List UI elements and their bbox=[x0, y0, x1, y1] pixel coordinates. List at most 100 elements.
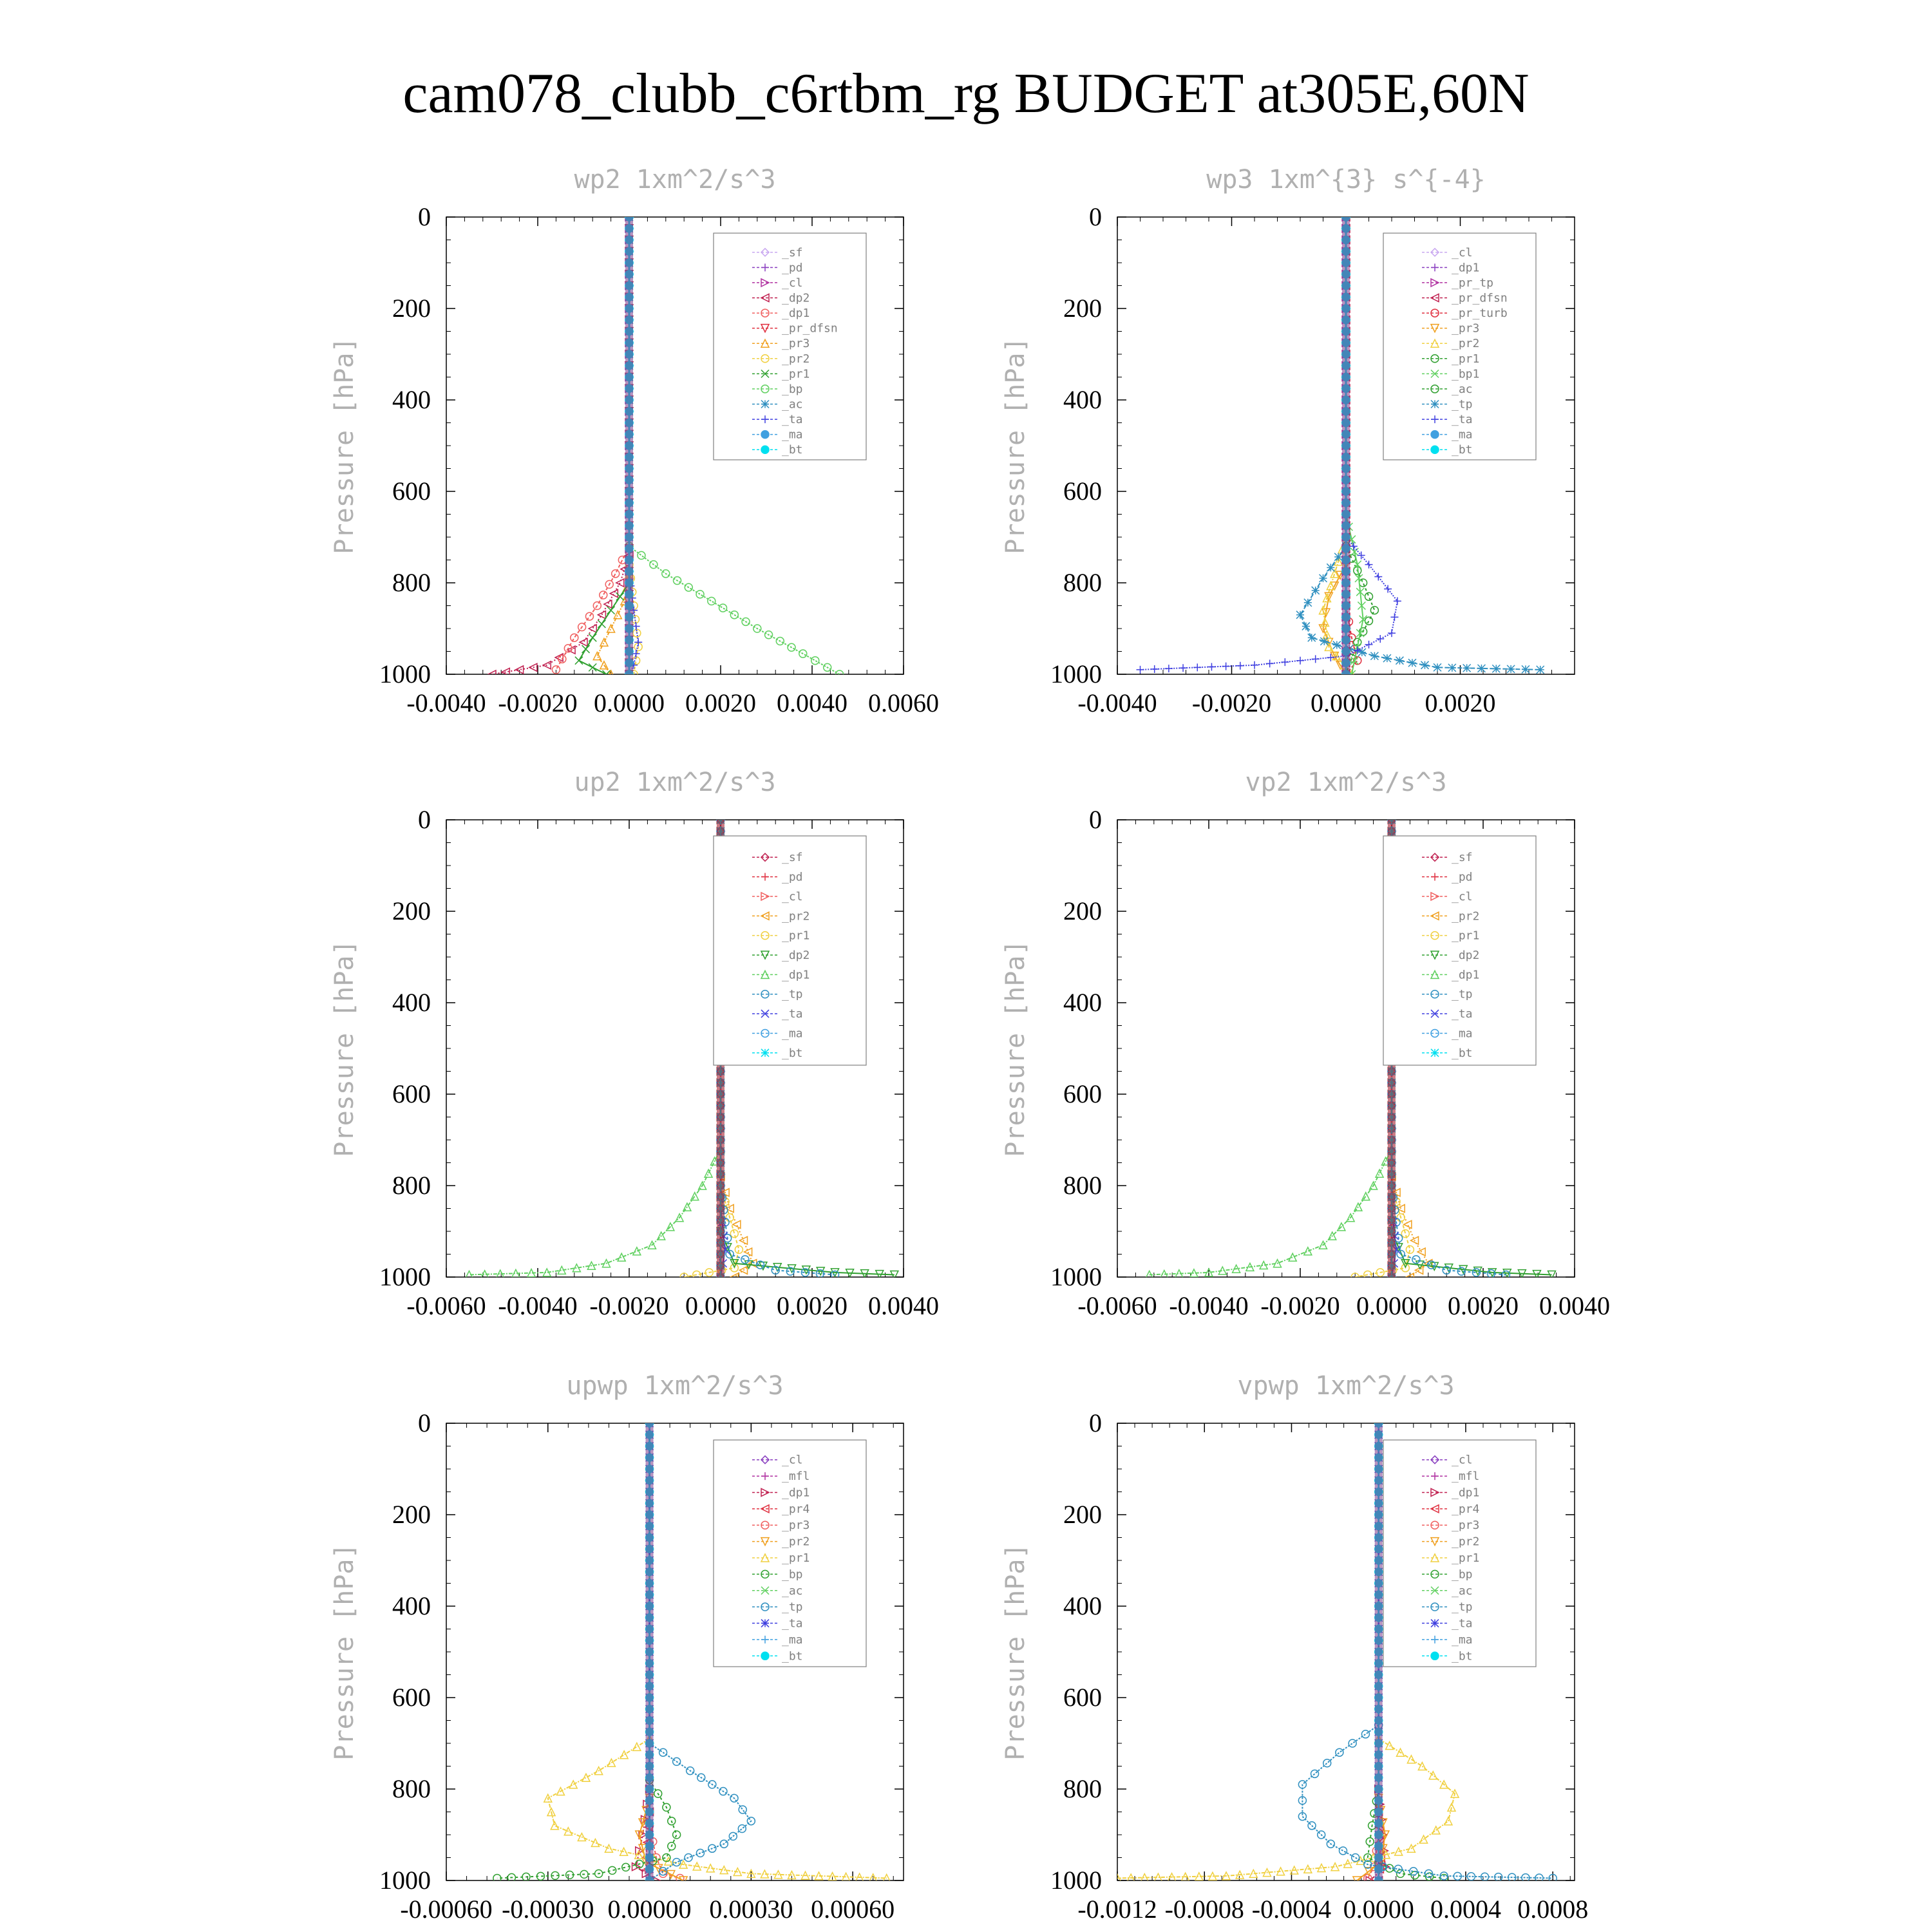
data-point bbox=[889, 1270, 900, 1277]
data-point bbox=[1439, 1873, 1448, 1880]
data-point bbox=[1521, 665, 1530, 674]
legend-marker bbox=[1430, 1048, 1439, 1057]
y-tick-label: 0 bbox=[418, 805, 431, 834]
data-point bbox=[1548, 1873, 1557, 1880]
legend-marker bbox=[1430, 1009, 1439, 1018]
legend-entry: _ta bbox=[752, 413, 803, 426]
legend-entry: _pd bbox=[752, 871, 803, 884]
legend-box bbox=[1383, 835, 1537, 1066]
legend-entry: _dp1 bbox=[1422, 968, 1479, 981]
data-point bbox=[690, 1191, 699, 1201]
data-point bbox=[632, 1246, 642, 1256]
legend-marker bbox=[760, 338, 770, 348]
data-point bbox=[1356, 629, 1365, 638]
x-tick-label: -0.00060 bbox=[400, 1895, 492, 1924]
y-tick-label: 600 bbox=[1063, 1683, 1102, 1712]
data-point bbox=[1403, 1220, 1412, 1229]
data-point bbox=[1338, 1846, 1348, 1855]
legend: _cl _mfl _dp1 _pr4 _pr3 _pr2 _pr1 _bp _ac _tp _ta _… bbox=[1383, 1439, 1537, 1667]
data-point bbox=[1353, 560, 1362, 569]
legend-entry: _pr3 bbox=[1422, 322, 1479, 336]
data-point bbox=[662, 1853, 671, 1862]
data-point bbox=[1353, 656, 1362, 665]
y-tick-label: 600 bbox=[1063, 1079, 1102, 1108]
y-tick-label: 0 bbox=[1089, 1408, 1102, 1437]
y-tick-label: 1000 bbox=[379, 1866, 431, 1895]
legend-entry: _pr_dfsn bbox=[752, 322, 838, 336]
x-tick-label: -0.0040 bbox=[406, 688, 486, 717]
legend-marker bbox=[1430, 989, 1439, 999]
data-point bbox=[1370, 652, 1379, 661]
series-line bbox=[1391, 1185, 1506, 1276]
data-point bbox=[596, 610, 607, 620]
y-tick-label: 400 bbox=[1063, 385, 1102, 414]
legend-marker bbox=[1430, 1586, 1439, 1595]
data-point bbox=[1390, 613, 1399, 621]
data-point bbox=[666, 1870, 676, 1880]
data-point bbox=[1136, 665, 1144, 674]
x-tick-label: -0.0020 bbox=[1260, 1291, 1340, 1320]
series-dp2 bbox=[487, 551, 634, 674]
x-tick-label: 0.0000 bbox=[1311, 688, 1381, 717]
legend-entry: _bt bbox=[752, 443, 803, 457]
data-point bbox=[746, 1816, 756, 1826]
data-point bbox=[1532, 1269, 1542, 1277]
y-tick-label: 400 bbox=[392, 988, 431, 1017]
data-point bbox=[719, 1839, 729, 1848]
data-point bbox=[724, 1204, 734, 1213]
data-point bbox=[1501, 1270, 1511, 1277]
data-point bbox=[1273, 1258, 1282, 1268]
legend-entry: _dp1 bbox=[752, 968, 810, 981]
legend-entry: _pr2 bbox=[752, 352, 810, 366]
legend-marker bbox=[1430, 969, 1440, 980]
x-tick-label: -0.0040 bbox=[1169, 1291, 1248, 1320]
zero-line-stack bbox=[625, 217, 633, 674]
legend-marker bbox=[760, 1537, 770, 1547]
data-point bbox=[662, 1803, 671, 1812]
data-point bbox=[522, 1872, 531, 1880]
legend-entry: _pr_dfsn bbox=[1422, 292, 1508, 305]
data-point bbox=[1326, 563, 1335, 572]
legend-entry: _bp bbox=[752, 383, 803, 396]
series-pr1 bbox=[543, 1734, 891, 1880]
legend-marker bbox=[1430, 891, 1440, 902]
y-axis-label: Pressure [hPa] bbox=[1001, 1543, 1030, 1760]
data-point bbox=[845, 1269, 855, 1277]
data-point bbox=[667, 1816, 676, 1826]
legend-label: _cl bbox=[782, 1454, 803, 1467]
legend-label: _mfl bbox=[1452, 1470, 1479, 1483]
data-point bbox=[741, 1255, 750, 1264]
legend-entry: _pr3 bbox=[752, 1519, 810, 1532]
data-point bbox=[594, 1765, 603, 1776]
data-point bbox=[1394, 1864, 1403, 1873]
data-point bbox=[616, 1252, 627, 1262]
legend-marker bbox=[761, 1520, 770, 1530]
data-point bbox=[1307, 633, 1316, 642]
data-point bbox=[1396, 1213, 1405, 1222]
y-tick-label: 1000 bbox=[1050, 1866, 1102, 1895]
data-point bbox=[1345, 1213, 1356, 1222]
legend-entry: _pr_turb bbox=[1422, 307, 1508, 320]
data-point bbox=[1368, 1180, 1378, 1190]
legend-entry: _pr1 bbox=[1422, 1551, 1479, 1565]
data-point bbox=[667, 1842, 676, 1851]
legend-marker bbox=[1430, 323, 1440, 334]
series-line bbox=[649, 1743, 752, 1880]
x-tick-label: 0.0040 bbox=[868, 1291, 939, 1320]
data-point bbox=[835, 670, 844, 674]
legend-label: _bt bbox=[1452, 1649, 1473, 1663]
legend-label: _cl bbox=[1452, 890, 1473, 904]
y-tick-label: 200 bbox=[1063, 294, 1102, 323]
legend-marker bbox=[1430, 399, 1439, 409]
legend-marker bbox=[761, 278, 770, 288]
data-point bbox=[755, 1260, 765, 1269]
legend-marker bbox=[761, 430, 770, 439]
data-point bbox=[1318, 574, 1328, 583]
y-tick-label: 200 bbox=[392, 294, 431, 323]
legend-marker bbox=[1430, 1569, 1439, 1579]
y-axis-label: Pressure [hPa] bbox=[330, 1543, 359, 1760]
data-point bbox=[684, 1853, 693, 1862]
zero-line-stack bbox=[645, 1423, 654, 1880]
data-point bbox=[822, 663, 832, 672]
